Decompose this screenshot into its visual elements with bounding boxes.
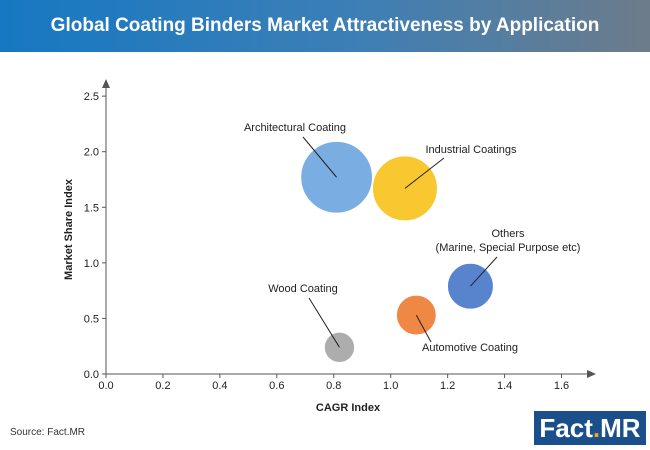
chart-title: Global Coating Binders Market Attractive… [50,15,600,36]
x-tick-label: 1.0 [383,380,398,392]
x-tick-label: 0.8 [326,380,341,392]
x-tick-label: 1.4 [497,380,512,392]
bubble-label: Automotive Coating [422,342,518,354]
x-tick-label: 0.0 [98,380,113,392]
title-banner [0,0,650,52]
label-leader [308,297,340,348]
y-tick-label: 2.5 [84,91,99,103]
y-tick-label: 1.5 [84,202,99,214]
bubble-label: Wood Coating [268,283,338,295]
y-axis-title: Market Share Index [63,178,75,280]
y-tick-label: 0.5 [84,313,99,325]
bubble-label: Industrial Coatings [425,144,517,156]
y-tick-label: 0.0 [84,369,99,381]
label-leader [415,314,432,343]
bubble [323,331,356,364]
x-axis-arrow [587,370,596,378]
bubble-chart: 0.0 0.2 0.4 0.6 0.8 1.0 1.2 1.4 1.6 0.0 0.5 1.0 1.5 2… [63,79,596,414]
x-tick-label: 0.2 [155,380,170,392]
label-leader [404,157,445,189]
bubble-label: Others [491,228,525,240]
y-tick-label: 1.0 [84,258,99,270]
y-axis-arrow [102,79,110,88]
x-axis-title: CAGR Index [316,402,381,414]
bubble-label: Architectural Coating [244,122,346,134]
label-leader [470,256,498,287]
label-leader [302,136,337,178]
x-tick-label: 0.6 [269,380,284,392]
bubble-label: (Marine, Special Purpose etc) [436,242,581,254]
factmr-logo: Fact.MR [534,411,646,445]
source-note: Source: Fact.MR [10,427,86,438]
x-tick-label: 0.4 [212,380,227,392]
x-tick-label: 1.2 [440,380,455,392]
y-tick-label: 2.0 [84,147,99,159]
x-tick-label: 1.6 [554,380,569,392]
